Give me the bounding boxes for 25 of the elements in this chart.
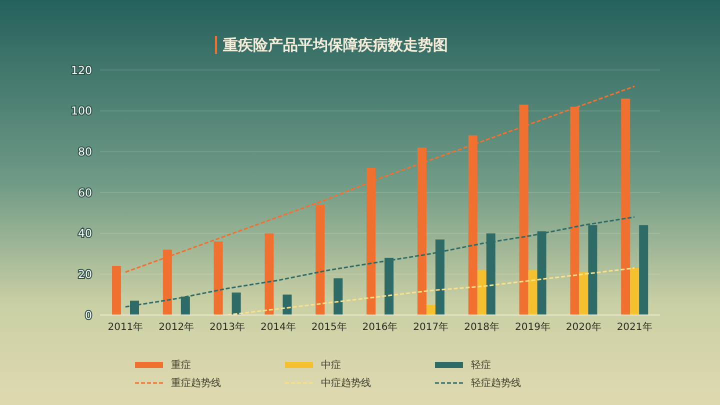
y-tick-label: 100 — [71, 104, 92, 118]
legend-label: 中症 — [321, 358, 341, 372]
x-tick-label: 2014年 — [260, 321, 296, 334]
x-tick-label: 2015年 — [311, 321, 347, 334]
legend-label: 重症 — [171, 358, 191, 372]
legend-label: 重症趋势线 — [171, 376, 221, 390]
x-tick-label: 2020年 — [566, 321, 602, 334]
y-tick-label: 60 — [78, 186, 92, 200]
x-tick-label: 2021年 — [616, 321, 652, 334]
x-tick-label: 2017年 — [413, 321, 449, 334]
x-tick-label: 2019年 — [515, 321, 550, 334]
y-tick-label: 40 — [78, 227, 92, 240]
x-tick-label: 2011年 — [108, 321, 144, 334]
x-tick-label: 2018年 — [464, 321, 500, 334]
legend-label: 轻症 — [471, 358, 491, 372]
y-tick-label: 120 — [71, 64, 92, 77]
legend-label: 中症趋势线 — [321, 376, 371, 390]
x-tick-label: 2013年 — [210, 321, 245, 334]
y-tick-label: 0 — [85, 308, 92, 322]
x-tick-label: 2012年 — [158, 321, 194, 334]
legend-label: 轻症趋势线 — [471, 376, 521, 390]
chart-title: 重疾险产品平均保障疾病数走势图 — [215, 36, 448, 54]
y-tick-label: 80 — [78, 146, 92, 159]
x-tick-label: 2016年 — [362, 321, 398, 334]
y-tick-label: 20 — [78, 268, 92, 282]
